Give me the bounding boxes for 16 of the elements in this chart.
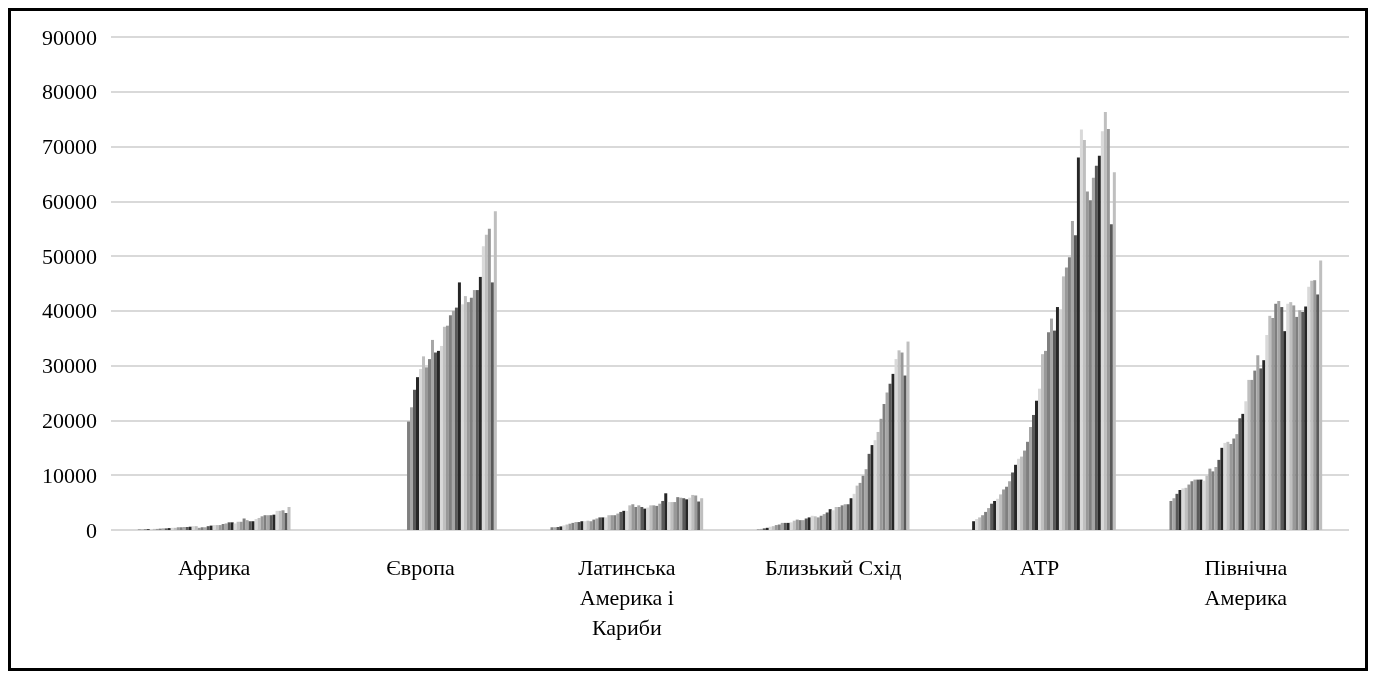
x-tick-label: Європа xyxy=(386,554,455,580)
y-tick-label: 20000 xyxy=(42,407,97,433)
y-tick-label: 10000 xyxy=(42,462,97,488)
y-tick-label: 60000 xyxy=(42,188,97,214)
y-tick-label: 90000 xyxy=(42,24,97,50)
x-tick-label: Латинська Америка і Кариби xyxy=(578,554,676,640)
x-tick-label: Африка xyxy=(178,554,251,580)
y-tick-label: 50000 xyxy=(42,243,97,269)
y-tick-label: 40000 xyxy=(42,298,97,324)
y-tick-label: 70000 xyxy=(42,134,97,160)
x-tick-label: АТР xyxy=(1019,554,1060,580)
y-tick-label: 80000 xyxy=(42,79,97,105)
x-tick-label: Північна Америка xyxy=(1204,554,1288,610)
y-tick-label: 30000 xyxy=(42,353,97,379)
y-tick-label: 0 xyxy=(86,517,97,543)
x-tick-label: Близький Схід xyxy=(764,554,902,580)
